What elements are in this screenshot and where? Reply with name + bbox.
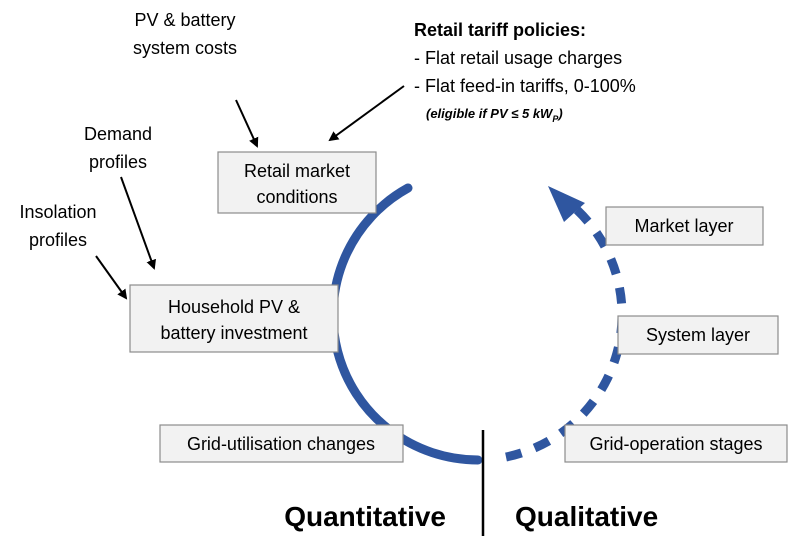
arrow	[235, 99, 259, 148]
box-text: battery investment	[160, 323, 307, 343]
box-text: Market layer	[634, 216, 733, 236]
box-text: Household PV &	[168, 297, 300, 317]
box-text: Retail market	[244, 161, 350, 181]
note-suffix: )	[556, 106, 562, 121]
dashed-arc	[505, 204, 627, 462]
input-text: profiles	[29, 230, 87, 250]
box-text: conditions	[256, 187, 337, 207]
side-label: Qualitative	[515, 501, 658, 532]
box	[617, 315, 779, 355]
box-text: Grid-utilisation changes	[187, 434, 375, 454]
box	[605, 206, 764, 246]
box-text: Grid-operation stages	[589, 434, 762, 454]
input-text: profiles	[89, 152, 147, 172]
input-text: Insolation	[19, 202, 96, 222]
solid-arc	[328, 183, 483, 465]
input-text: PV & battery	[134, 10, 235, 30]
arrow	[120, 176, 156, 270]
box	[564, 424, 788, 463]
tariff-note: (eligible if PV ≤ 5 kWP)	[426, 106, 563, 124]
input-text: system costs	[133, 38, 237, 58]
tariff-heading: Retail tariff policies:	[414, 20, 586, 40]
box	[159, 424, 404, 463]
box	[217, 151, 377, 214]
input-text: Demand	[84, 124, 152, 144]
box	[129, 284, 339, 353]
note-text: (eligible if PV ≤ 5 kW	[426, 106, 554, 121]
tariff-item: - Flat feed-in tariffs, 0-100%	[414, 76, 636, 96]
side-label: Quantitative	[284, 501, 446, 532]
arrow	[328, 85, 405, 142]
box-text: System layer	[646, 325, 750, 345]
arrowhead	[548, 186, 585, 222]
tariff-item: - Flat retail usage charges	[414, 48, 622, 68]
note-subscript: P	[552, 114, 559, 124]
arrow	[95, 255, 128, 300]
